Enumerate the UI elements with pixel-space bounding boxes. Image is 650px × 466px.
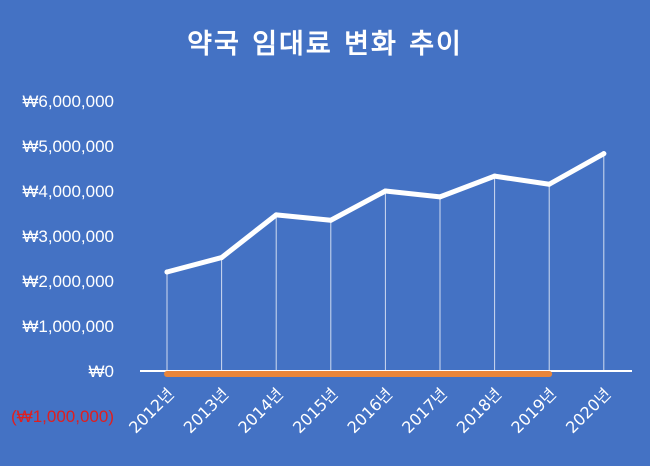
x-tick-label: 2014년 (234, 384, 287, 437)
x-tick-label: 2013년 (180, 384, 233, 437)
x-tick-label: 2020년 (562, 384, 615, 437)
x-tick-label: 2018년 (453, 384, 506, 437)
y-tick-label: ₩4,000,000 (22, 182, 114, 201)
data-point (328, 217, 334, 223)
y-tick-label: ₩1,000,000 (22, 317, 114, 336)
y-tick-label: ₩3,000,000 (22, 227, 114, 246)
data-point (219, 255, 225, 261)
y-tick-label: (₩1,000,000) (11, 407, 114, 426)
series-group (164, 151, 607, 275)
data-point (546, 181, 552, 187)
x-tick-label: 2016년 (344, 384, 397, 437)
x-tick-label: 2019년 (507, 384, 560, 437)
data-point (601, 151, 607, 157)
drop-lines (166, 153, 605, 371)
x-tick-label: 2017년 (398, 384, 451, 437)
chart-title: 약국 임대료 변화 추이 (187, 29, 463, 60)
y-tick-label: ₩5,000,000 (22, 137, 114, 156)
y-tick-label: ₩0 (89, 362, 115, 381)
data-point (492, 173, 498, 179)
data-point (437, 194, 443, 200)
data-point (164, 269, 170, 275)
y-axis-ticks: ₩6,000,000 ₩5,000,000 ₩4,000,000 ₩3,000,000… (11, 92, 114, 426)
x-tick-label: 2012년 (125, 384, 178, 437)
data-point (382, 188, 388, 194)
y-tick-label: ₩2,000,000 (22, 272, 114, 291)
x-tick-label: 2015년 (289, 384, 342, 437)
y-tick-label: ₩6,000,000 (22, 92, 114, 111)
x-axis-ticks: 2012년 2013년 2014년 2015년 2016년 2017년 2018년 2019년… (125, 384, 614, 437)
data-point (273, 212, 279, 218)
